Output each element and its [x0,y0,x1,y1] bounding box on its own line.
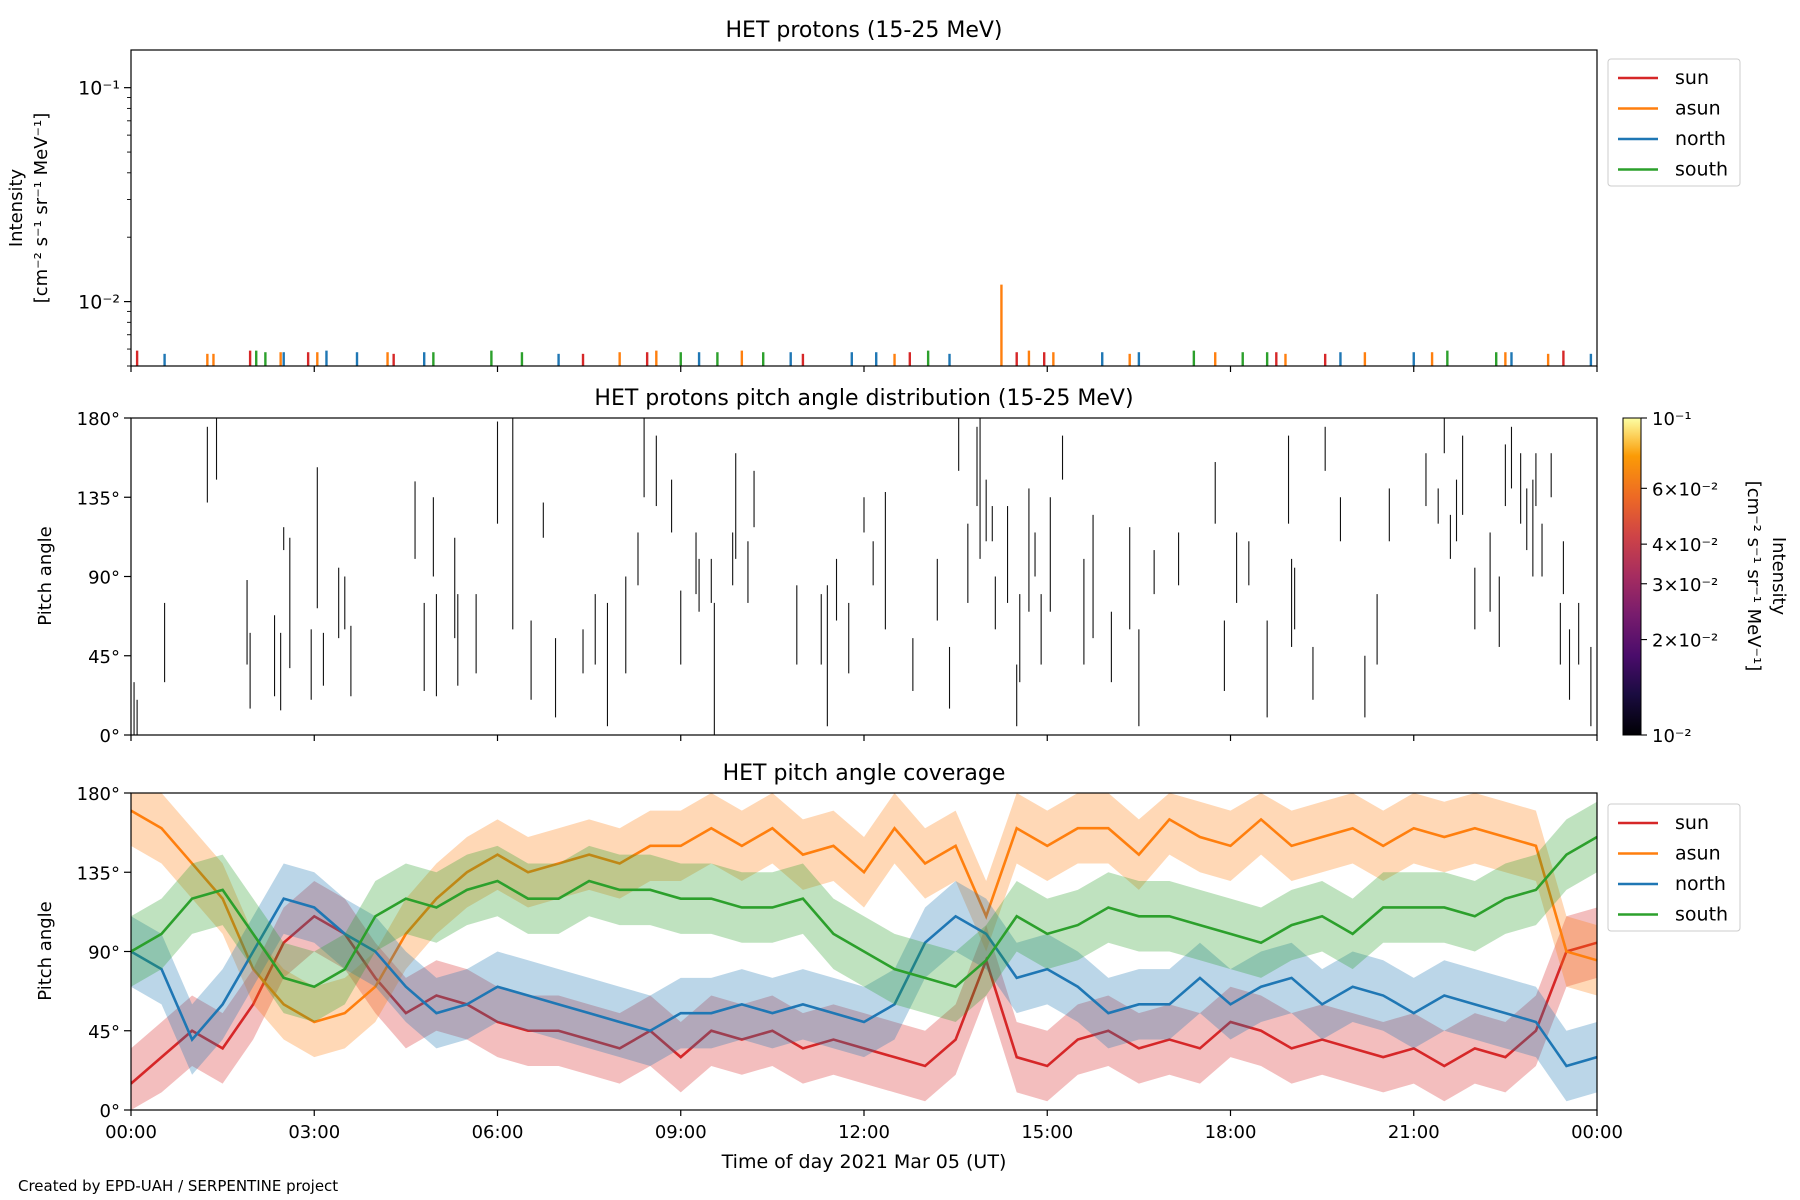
colorbar-tick-label: 2×10⁻² [1652,631,1718,652]
panel-1-legend: sun asun north south [1607,58,1741,187]
series-north [163,350,1593,366]
legend-label-asun: asun [1675,98,1721,120]
coverage-band [131,801,1597,1022]
colorbar-tick-label: 6×10⁻² [1652,479,1718,500]
colorbar-tick-label: 10⁻¹ [1652,409,1692,430]
x-tick-label: 09:00 [655,1122,707,1143]
colorbar-label-line1: Intensity [1768,537,1789,616]
series-asun [206,284,1550,366]
coverage-line [131,835,1597,989]
panel-3-ylabel: Pitch angle [35,901,56,1000]
y-tick-label: 10⁻¹ [78,78,120,100]
y-tick-label: 135° [77,863,120,884]
panel-pitch-angle-distribution: HET protons pitch angle distribution (15… [35,386,1789,747]
legend-label-south: south [1675,159,1728,181]
legend-label-north: north [1675,873,1726,895]
y-tick-label: 180° [77,784,120,805]
y-tick-label: 135° [77,488,120,509]
coverage-line [131,914,1597,1085]
y-tick-label: 0° [100,1101,120,1122]
x-tick-label: 06:00 [472,1122,524,1143]
panel-3-legend: sun asun north south [1607,803,1741,932]
colorbar: 10⁻² 2×10⁻² 3×10⁻² 4×10⁻² 6×10⁻² 10⁻¹ Intensi… [1622,409,1789,747]
legend-label-asun: asun [1675,843,1721,865]
coverage-north [131,863,1597,1102]
x-tick-label: 18:00 [1205,1122,1257,1143]
x-tick-label: 15:00 [1021,1122,1073,1143]
legend-label-north: north [1675,128,1726,150]
colorbar-tick-label: 3×10⁻² [1652,575,1718,596]
x-axis-label: Time of day 2021 Mar 05 (UT) [721,1151,1007,1173]
panel-1-ylabel-line2: [cm⁻² s⁻¹ sr⁻¹ MeV⁻¹] [31,113,52,304]
x-tick-label: 21:00 [1388,1122,1440,1143]
panel-1-ylabel-line1: Intensity [6,168,27,247]
coverage-band [131,881,1597,1110]
coverage-line [131,897,1597,1068]
series-sun [135,350,1565,366]
panel-intensity: HET protons (15-25 MeV) 10⁻² 10⁻¹ Intensi… [6,18,1741,372]
legend-label-sun: sun [1675,812,1709,834]
y-tick-label: 10⁻² [78,292,120,314]
y-tick-label: 90° [88,568,120,589]
panel-2-ylabel: Pitch angle [35,526,56,625]
panel-1-title: HET protons (15-25 MeV) [726,18,1003,43]
legend-label-sun: sun [1675,67,1709,89]
y-tick-label: 45° [88,647,120,668]
x-tick-label: 12:00 [838,1122,890,1143]
y-tick-label: 90° [88,943,120,964]
series-south [255,350,1498,366]
x-tick-label: 03:00 [288,1122,340,1143]
panel-1-frame [130,49,1598,367]
panel-3-title: HET pitch angle coverage [723,761,1006,786]
coverage-sun [131,881,1597,1110]
y-tick-label: 180° [77,409,120,430]
coverage-south [131,801,1597,1022]
y-tick-label: 0° [100,726,120,747]
x-tick-label: 00:00 [1571,1122,1623,1143]
colorbar-gradient [1622,417,1642,736]
coverage-band [131,793,1597,1058]
colorbar-label-line2: [cm⁻² s⁻¹ sr⁻¹ MeV⁻¹] [1743,481,1764,672]
panel-2-title: HET protons pitch angle distribution (15… [594,386,1133,411]
coverage-line [131,809,1597,1024]
y-tick-label: 45° [88,1022,120,1043]
colorbar-tick-label: 10⁻² [1652,726,1692,747]
footer-credit: Created by EPD-UAH / SERPENTINE project [18,1177,338,1195]
panel-pitch-angle-coverage: HET pitch angle coverage 0° 45° 90° 135° 180… [35,761,1741,1143]
legend-label-south: south [1675,904,1728,926]
coverage-asun [131,793,1597,1058]
x-tick-label: 00:00 [105,1122,157,1143]
colorbar-tick-label: 4×10⁻² [1652,535,1718,556]
coverage-band [131,863,1597,1102]
